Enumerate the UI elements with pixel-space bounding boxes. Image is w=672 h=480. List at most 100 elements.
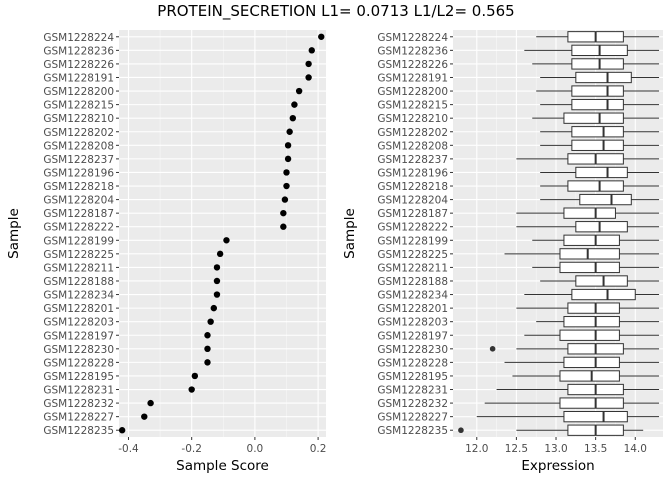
box	[559, 397, 624, 409]
y-tick-label: GSM1228196	[43, 167, 114, 179]
data-point	[284, 142, 292, 149]
y-tick-label: GSM1228234	[377, 290, 448, 302]
y-tick-label: GSM1228230	[377, 344, 448, 356]
y-tick-label: GSM1228187	[377, 208, 448, 220]
data-point	[283, 169, 290, 176]
box	[567, 302, 620, 314]
y-tick-label: GSM1228235	[377, 425, 448, 437]
data-point	[216, 250, 224, 258]
boxplot-item	[512, 370, 660, 382]
y-tick-label: GSM1228227	[377, 412, 448, 424]
box	[563, 316, 620, 328]
x-tick-label: 14.0	[624, 443, 647, 455]
boxplot-item	[524, 44, 660, 57]
boxplot-item	[540, 180, 660, 192]
y-tick-label: GSM1228237	[377, 154, 448, 166]
boxplot-item	[516, 153, 660, 165]
data-point	[223, 237, 230, 244]
boxplot-item	[532, 58, 660, 70]
box	[571, 98, 624, 111]
data-point	[213, 277, 221, 285]
data-point	[283, 182, 290, 190]
boxplot-item	[540, 275, 660, 287]
box	[575, 71, 632, 84]
y-tick-label: GSM1228227	[43, 412, 114, 424]
y-tick-label: GSM1228228	[43, 357, 114, 369]
data-point	[280, 209, 287, 217]
y-tick-label: GSM1228191	[377, 72, 448, 84]
box	[571, 58, 624, 70]
data-point	[284, 155, 292, 163]
y-axis-title: Sample	[342, 208, 358, 259]
y-tick-label: GSM1228201	[43, 303, 114, 315]
y-tick-label: GSM1228232	[377, 398, 448, 410]
y-tick-label: GSM1228228	[377, 357, 448, 369]
boxplot-item	[540, 166, 660, 179]
box	[559, 329, 620, 341]
data-point	[147, 399, 154, 407]
y-tick-label: GSM1228202	[377, 127, 448, 139]
box	[559, 370, 620, 382]
y-tick-label: GSM1228199	[43, 235, 114, 247]
x-axis-title: Expression	[521, 458, 594, 474]
y-tick-label: GSM1228200	[377, 86, 448, 98]
boxplot-item	[489, 343, 660, 355]
y-tick-label: GSM1228218	[377, 181, 448, 193]
y-tick-label: GSM1228230	[43, 344, 114, 356]
y-tick-label: GSM1228226	[377, 59, 448, 71]
data-point	[308, 47, 315, 54]
x-tick-label: -0.4	[118, 443, 139, 455]
y-tick-label: GSM1228203	[377, 317, 448, 329]
y-tick-label: GSM1228218	[43, 181, 114, 193]
box	[563, 234, 620, 246]
box	[567, 180, 624, 192]
y-tick-label: GSM1228199	[377, 235, 448, 247]
boxplot-item	[516, 207, 660, 219]
y-tick-label: GSM1228237	[43, 154, 114, 166]
y-tick-label: GSM1228210	[43, 113, 114, 125]
y-tick-label: GSM1228197	[377, 330, 448, 342]
y-tick-label: GSM1228224	[43, 32, 114, 44]
boxplot-item	[540, 71, 660, 84]
y-tick-label: GSM1228226	[43, 59, 114, 71]
x-tick-label: 0.0	[247, 443, 264, 455]
y-tick-label: GSM1228234	[43, 290, 114, 302]
y-tick-label: GSM1228215	[377, 100, 448, 112]
y-tick-label: GSM1228204	[377, 195, 448, 207]
x-tick-label: 12.5	[505, 443, 528, 455]
y-tick-label: GSM1228225	[43, 249, 114, 261]
boxplot-item	[536, 316, 660, 328]
x-tick-label: 0.2	[310, 443, 327, 455]
y-tick-label: GSM1228188	[377, 276, 448, 288]
box	[563, 356, 620, 369]
y-tick-label: GSM1228210	[377, 113, 448, 125]
boxplot-item	[536, 85, 660, 97]
y-tick-label: GSM1228211	[377, 262, 448, 274]
data-point	[305, 74, 312, 81]
box	[559, 261, 620, 274]
box	[563, 112, 624, 124]
y-tick-label: GSM1228203	[43, 317, 114, 329]
y-tick-label: GSM1228231	[377, 385, 448, 397]
y-tick-label: GSM1228187	[43, 208, 114, 220]
y-tick-label: GSM1228232	[43, 398, 114, 410]
box	[571, 126, 624, 138]
y-tick-label: GSM1228202	[43, 127, 114, 139]
y-tick-label: GSM1228208	[377, 140, 448, 152]
x-tick-label: -0.2	[181, 443, 202, 455]
boxplot-item	[540, 193, 660, 206]
box	[575, 221, 628, 233]
data-point	[291, 101, 298, 108]
y-tick-label: GSM1228204	[43, 195, 114, 207]
data-point	[305, 60, 312, 68]
data-point	[295, 87, 303, 95]
box	[571, 139, 624, 151]
data-point	[204, 359, 211, 366]
y-tick-label: GSM1228191	[43, 72, 114, 84]
boxplot-item	[504, 248, 660, 260]
y-tick-label: GSM1228195	[43, 371, 114, 383]
data-point	[210, 304, 218, 312]
